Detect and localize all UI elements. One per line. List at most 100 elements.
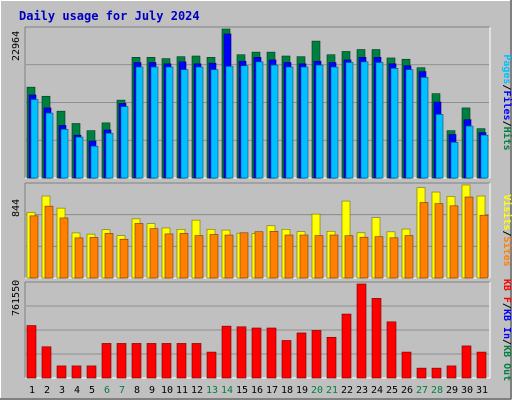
bar-kb-f-day-2 (41, 346, 52, 379)
bar-pages-day-29 (450, 142, 459, 179)
bar-pages-day-23 (360, 61, 369, 179)
bar-kb-f-day-11 (176, 343, 187, 379)
bar-kb-f-day-16 (251, 327, 262, 379)
bar-sites-day-5 (89, 237, 99, 279)
bar-kb-f-day-4 (71, 365, 82, 379)
bar-pages-day-19 (300, 66, 309, 179)
legend-labels: Visits/Sites (501, 194, 512, 266)
bar-kb-f-day-15 (236, 326, 247, 379)
legend-labels: KB F/KB In/KB Out (501, 279, 512, 381)
bar-pages-day-22 (345, 62, 354, 179)
bar-sites-day-17 (269, 230, 279, 279)
legend-label: / (501, 121, 512, 127)
legend-label: KB F (501, 279, 512, 303)
bar-kb-f-day-26 (401, 351, 412, 379)
bar-sites-day-2 (44, 205, 54, 279)
legend-label: Visits (501, 194, 512, 230)
x-tick-label-day-3: 3 (59, 385, 65, 396)
bar-sites-day-26 (404, 235, 414, 279)
y-axis-max-label: 22964 (11, 31, 22, 61)
bar-kb-f-day-1 (26, 325, 37, 379)
x-tick-label-day-18: 18 (281, 385, 293, 396)
legend-label: / (501, 230, 512, 236)
x-tick-label-day-2: 2 (44, 385, 50, 396)
x-tick-label-day-10: 10 (161, 385, 173, 396)
bar-kb-f-day-18 (281, 340, 292, 379)
x-tick-label-day-28: 28 (431, 385, 443, 396)
bar-kb-f-day-13 (206, 351, 217, 379)
x-tick-label-day-23: 23 (356, 385, 368, 396)
bar-kb-f-day-6 (101, 343, 112, 379)
bar-sites-day-20 (314, 235, 324, 279)
x-tick-label-day-22: 22 (341, 385, 353, 396)
legend-label: / (501, 339, 512, 345)
x-tick-label-day-29: 29 (446, 385, 458, 396)
bar-pages-day-9 (150, 66, 159, 179)
x-tick-label-day-20: 20 (311, 385, 323, 396)
x-tick-label-day-13: 13 (206, 385, 218, 396)
y-axis-max-label: 761550 (11, 280, 22, 316)
x-tick-label-day-24: 24 (371, 385, 383, 396)
bar-sites-day-3 (59, 217, 69, 279)
bar-kb-f-day-21 (326, 336, 337, 379)
x-tick-label-day-12: 12 (191, 385, 203, 396)
x-tick-label-day-14: 14 (221, 385, 233, 396)
bar-sites-day-18 (284, 234, 294, 279)
bar-pages-day-26 (405, 69, 414, 179)
bar-kb-f-day-17 (266, 327, 277, 379)
bar-pages-day-25 (390, 68, 399, 179)
bar-pages-day-10 (165, 66, 174, 179)
bar-kb-f-day-19 (296, 332, 307, 379)
bar-pages-day-27 (420, 77, 429, 179)
bar-kb-f-day-27 (416, 367, 427, 379)
bar-pages-day-17 (270, 64, 279, 179)
legend-label: KB In (501, 309, 512, 339)
x-tick-label-day-27: 27 (416, 385, 428, 396)
bar-sites-day-7 (119, 238, 129, 279)
x-tick-label-day-16: 16 (251, 385, 263, 396)
bar-kb-f-day-20 (311, 330, 322, 379)
bar-pages-day-5 (90, 145, 99, 179)
bar-pages-day-11 (180, 69, 189, 179)
bar-sites-day-15 (239, 232, 249, 279)
series-kb-f (26, 283, 487, 379)
x-tick-label-day-25: 25 (386, 385, 398, 396)
bar-sites-day-31 (479, 214, 489, 279)
bar-sites-day-25 (389, 237, 399, 279)
bar-pages-day-24 (375, 62, 384, 179)
legend-label: Sites (501, 237, 512, 267)
x-tick-label-day-15: 15 (236, 385, 248, 396)
legend-label: Hits (501, 127, 512, 151)
bar-kb-f-day-31 (476, 351, 487, 379)
bar-pages-day-7 (120, 106, 129, 179)
bar-pages-day-30 (465, 125, 474, 179)
x-tick-label-day-4: 4 (74, 385, 80, 396)
bar-sites-day-16 (254, 231, 264, 279)
bar-pages-day-4 (75, 136, 84, 179)
x-tick-label-day-9: 9 (149, 385, 155, 396)
x-tick-label-day-21: 21 (326, 385, 338, 396)
legend-labels: Pages/Files/Hits (501, 54, 512, 150)
bar-kb-f-day-5 (86, 365, 97, 379)
legend-label: Pages (501, 54, 512, 84)
bar-kb-f-day-24 (371, 298, 382, 379)
x-axis-labels: 1 2 3 4 5 6 7 8 9 10 11 12 13 14 15 16 17 18 19 20 21 22 23 24 2… (29, 385, 488, 396)
x-tick-label-day-30: 30 (461, 385, 473, 396)
bar-kb-f-day-9 (146, 343, 157, 379)
bar-kb-f-day-28 (431, 367, 442, 379)
bar-sites-day-4 (74, 237, 84, 279)
bar-pages-day-31 (480, 134, 489, 179)
bar-sites-day-10 (164, 233, 174, 279)
bar-sites-day-30 (464, 196, 474, 279)
panel-visits-sites: 844 Visits/Sites (11, 182, 512, 279)
x-tick-label-day-6: 6 (104, 385, 110, 396)
bar-kb-f-day-8 (131, 343, 142, 379)
legend-label: Files (501, 90, 512, 120)
bar-sites-day-19 (299, 234, 309, 279)
bar-pages-day-8 (135, 66, 144, 179)
panel-kbytes: 761550 KB F/KB In/KB Out (11, 279, 512, 381)
